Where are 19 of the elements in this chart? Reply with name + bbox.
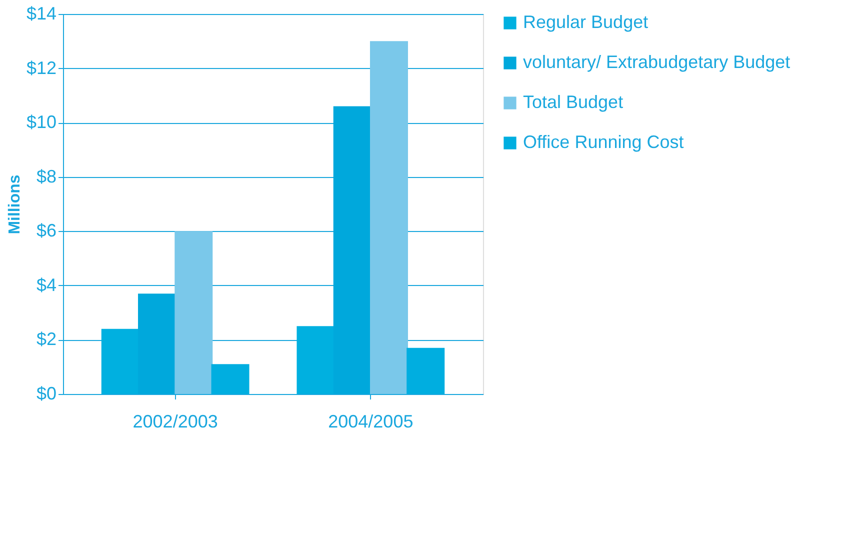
y-axis-title: Millions [6, 174, 24, 234]
x-tick-label: 2004/2005 [328, 412, 414, 432]
legend-label: Regular Budget [523, 12, 648, 32]
legend-label: voluntary/ Extrabudgetary Budget [523, 52, 790, 72]
bar [174, 231, 213, 394]
bar [370, 41, 408, 394]
y-tick-label: $14 [26, 4, 56, 24]
y-tick-label: $2 [36, 329, 56, 350]
y-tick-label: $6 [36, 220, 56, 241]
y-tick-label: $4 [36, 274, 56, 295]
x-tick-label: 2002/2003 [132, 412, 218, 432]
y-tick-label: $8 [36, 166, 56, 186]
y-tick-label: $10 [26, 112, 56, 132]
legend-label: Office Running Cost [523, 132, 684, 152]
bar [406, 348, 445, 394]
y-tick-label: $0 [36, 384, 56, 404]
y-tick-label: $12 [26, 58, 56, 78]
legend-label: Total Budget [523, 92, 624, 112]
bar [211, 364, 250, 394]
